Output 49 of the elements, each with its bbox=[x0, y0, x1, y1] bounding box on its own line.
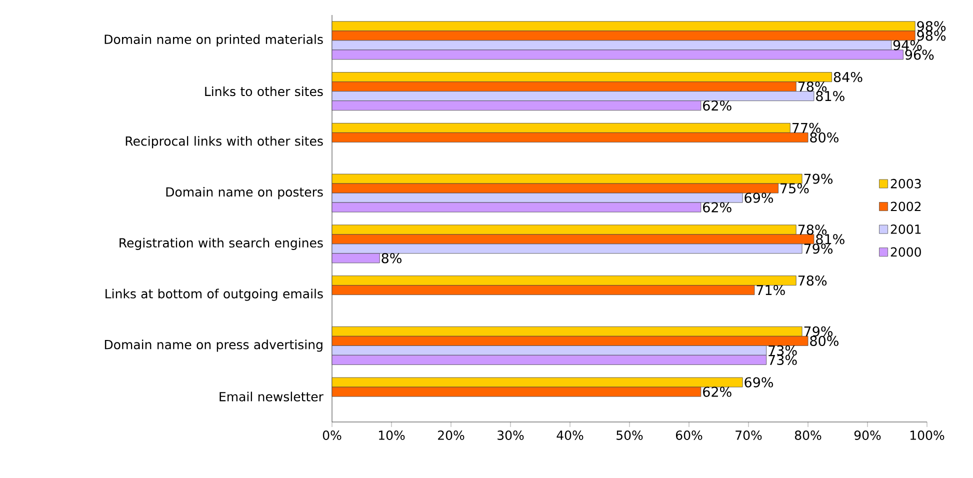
data-label: 78% bbox=[798, 275, 827, 286]
data-label: 84% bbox=[834, 72, 862, 82]
data-label: 80% bbox=[810, 132, 838, 143]
data-label: 94% bbox=[893, 40, 922, 50]
x-tick-label: 30% bbox=[498, 430, 524, 440]
y-tick-label: Reciprocal links with other sites bbox=[126, 136, 323, 148]
data-label: 73% bbox=[768, 345, 797, 356]
x-tick-label: 100% bbox=[910, 430, 944, 440]
data-label: 80% bbox=[810, 336, 838, 346]
data-label: 8% bbox=[382, 253, 402, 264]
y-tick-label: Domain name on posters bbox=[166, 187, 323, 200]
x-tick-label: 40% bbox=[556, 430, 584, 440]
data-label: 98% bbox=[917, 21, 946, 32]
x-tick-label: 60% bbox=[676, 430, 702, 440]
y-tick-label: Email newsletter bbox=[220, 392, 324, 402]
x-tick-label: 50% bbox=[616, 430, 643, 440]
data-label: 62% bbox=[703, 202, 732, 212]
data-label: 79% bbox=[804, 174, 833, 184]
data-label: 62% bbox=[703, 100, 732, 111]
y-tick-label: Links at bottom of outgoing emails bbox=[106, 288, 323, 301]
x-tick-label: 0% bbox=[322, 430, 342, 440]
x-tick-label: 70% bbox=[736, 430, 762, 440]
data-label: 81% bbox=[816, 234, 844, 244]
data-label: 96% bbox=[905, 50, 934, 60]
x-tick-label: 90% bbox=[854, 430, 881, 440]
data-label: 78% bbox=[798, 81, 827, 92]
data-label: 98% bbox=[917, 30, 946, 41]
y-tick-label: Registration with search engines bbox=[120, 238, 323, 250]
x-tick-label: 80% bbox=[794, 430, 822, 440]
data-label: 79% bbox=[804, 244, 833, 254]
data-label: 71% bbox=[756, 284, 785, 296]
legend-label: 2002 bbox=[890, 202, 921, 212]
data-label: 69% bbox=[744, 377, 774, 388]
x-tick-label: 10% bbox=[378, 430, 405, 440]
x-tick-label: 20% bbox=[438, 430, 464, 440]
data-label: 69% bbox=[744, 192, 774, 203]
y-tick-label: Domain name on press advertising bbox=[104, 340, 322, 352]
legend-label: 2000 bbox=[890, 247, 921, 257]
data-label: 77% bbox=[792, 122, 821, 134]
data-label: 62% bbox=[703, 386, 732, 397]
y-tick-label: Domain name on printed materials bbox=[104, 34, 323, 46]
data-label: 75% bbox=[780, 183, 809, 194]
legend-label: 2001 bbox=[890, 224, 921, 234]
legend-label: 2003 bbox=[890, 178, 921, 188]
y-tick-label: Links to other sites bbox=[205, 86, 323, 96]
data-label: 73% bbox=[768, 354, 797, 366]
data-label: 78% bbox=[798, 224, 827, 235]
data-label: 79% bbox=[804, 326, 833, 337]
data-label: 81% bbox=[816, 90, 844, 102]
